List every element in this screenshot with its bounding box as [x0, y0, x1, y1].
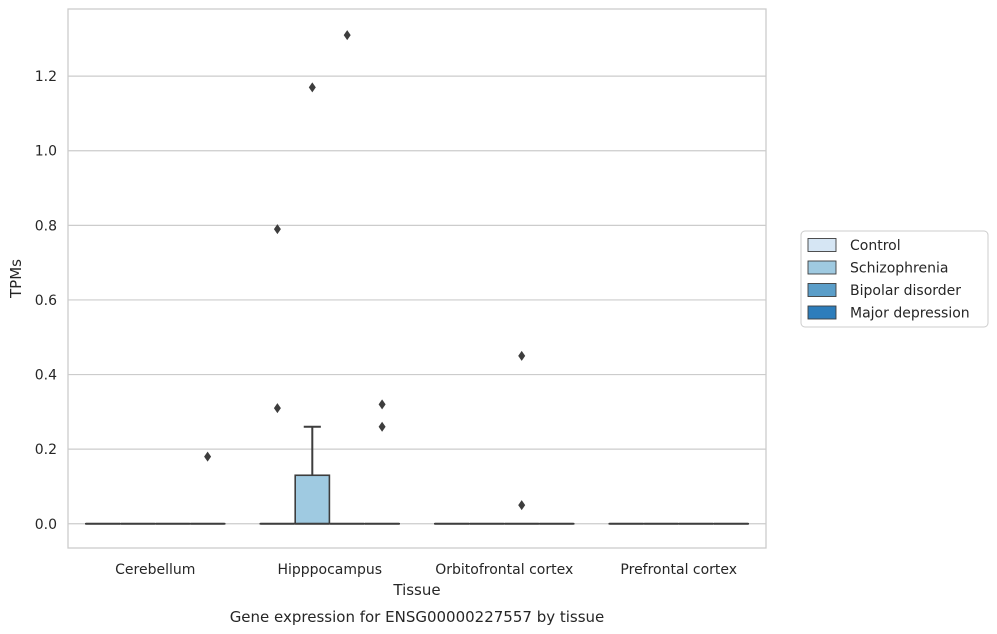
- box-bipolar-disorder: [329, 30, 366, 525]
- legend-label: Control: [850, 238, 901, 254]
- outlier-point: [378, 399, 386, 410]
- y-tick-label: 0.8: [35, 218, 57, 234]
- y-tick-label: 1.0: [35, 144, 57, 160]
- outlier-point: [518, 500, 526, 511]
- legend-item: Control: [807, 238, 901, 254]
- y-tick-label: 0.4: [35, 368, 57, 384]
- y-axis-label: TPMs: [7, 259, 25, 299]
- legend-item: Major depression: [807, 305, 970, 322]
- legend-label: Bipolar disorder: [850, 283, 961, 299]
- legend-swatch: [807, 305, 837, 320]
- legend-swatch: [807, 238, 837, 252]
- y-tick-label: 0.0: [35, 517, 57, 533]
- x-tick-label: Cerebellum: [115, 562, 195, 578]
- outlier-point: [204, 451, 212, 462]
- outlier-point: [518, 350, 526, 361]
- x-tick-label: Prefrontal cortex: [620, 562, 737, 578]
- outlier-point: [273, 403, 281, 414]
- plot-frame: [67, 8, 767, 549]
- legend: Control Schizophrenia Bipolar disorder Majo…: [800, 230, 989, 328]
- legend-label: Schizophrenia: [850, 261, 948, 277]
- box-schizophrenia: [294, 82, 331, 525]
- legend-swatch: [807, 260, 837, 275]
- x-tick-labels: Cerebellum Hipppocampus Orbitofrontal cort…: [115, 562, 737, 578]
- y-tick-labels: 0.0 0.2 0.4 0.6 0.8 1.0 1.2: [35, 69, 57, 533]
- outlier-point: [273, 224, 281, 235]
- legend-label: Major depression: [850, 306, 970, 322]
- x-tick-label: Hipppocampus: [277, 562, 382, 578]
- box-body: [294, 474, 331, 525]
- outlier-point: [378, 421, 386, 432]
- legend-frame: [800, 230, 989, 328]
- box-major-depression: [189, 451, 226, 525]
- boxes: [84, 30, 750, 525]
- x-tick-label: Orbitofrontal cortex: [435, 562, 573, 578]
- legend-swatch: [807, 283, 837, 297]
- outlier-point: [343, 30, 351, 41]
- chart-caption: Gene expression for ENSG00000227557 by t…: [230, 608, 605, 626]
- box-major-depression: [364, 399, 401, 525]
- legend-item: Bipolar disorder: [807, 283, 961, 299]
- y-tick-label: 0.6: [35, 293, 57, 309]
- box-control: [259, 224, 296, 525]
- gridlines: [68, 75, 766, 525]
- y-tick-label: 0.2: [35, 442, 57, 458]
- legend-item: Schizophrenia: [807, 260, 948, 277]
- box-bipolar-disorder: [503, 350, 540, 525]
- y-tick-label: 1.2: [35, 69, 57, 85]
- x-axis-label: Tissue: [392, 581, 440, 599]
- outlier-point: [308, 82, 316, 93]
